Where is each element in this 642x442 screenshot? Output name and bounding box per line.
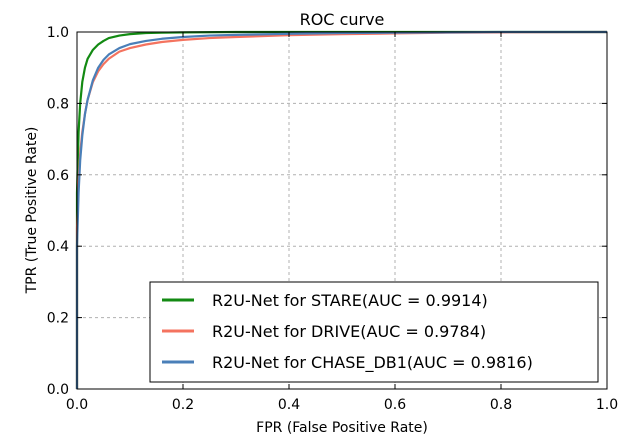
x-tick-label: 0.8 bbox=[490, 397, 512, 413]
x-tick-label: 0.4 bbox=[278, 397, 300, 413]
roc-curve-2 bbox=[75, 30, 607, 389]
y-tick-label: 0.2 bbox=[47, 311, 69, 327]
plot-frame bbox=[76, 31, 608, 390]
x-tick-label: 1.0 bbox=[596, 397, 618, 413]
x-tick-label: 0.0 bbox=[66, 397, 88, 413]
x-tick-label: 0.2 bbox=[172, 397, 194, 413]
ticks bbox=[76, 31, 608, 390]
y-axis-label: TPR (True Positive Rate) bbox=[24, 127, 40, 295]
y-tick-label: 0.6 bbox=[47, 168, 69, 184]
x-axis-label: FPR (False Positive Rate) bbox=[256, 420, 428, 436]
legend: R2U-Net for STARE(AUC = 0.9914) R2U-Net f… bbox=[149, 281, 599, 383]
legend-box bbox=[149, 281, 599, 383]
x-tick-label: 0.6 bbox=[384, 397, 406, 413]
chart-title: ROC curve bbox=[300, 10, 385, 29]
tick-labels: 0.0 0.2 0.4 0.6 0.8 1.0 0.0 0.2 0.4 0.6 0.8 1.0 bbox=[47, 25, 618, 413]
legend-label: R2U-Net for STARE(AUC = 0.9914) bbox=[212, 291, 488, 310]
y-tick-label: 1.0 bbox=[47, 25, 69, 41]
legend-label: R2U-Net for CHASE_DB1(AUC = 0.9816) bbox=[212, 353, 533, 373]
y-tick-label: 0.0 bbox=[47, 382, 69, 398]
y-tick-label: 0.4 bbox=[47, 239, 69, 255]
y-tick-label: 0.8 bbox=[47, 96, 69, 112]
legend-label: R2U-Net for DRIVE(AUC = 0.9784) bbox=[212, 322, 486, 341]
